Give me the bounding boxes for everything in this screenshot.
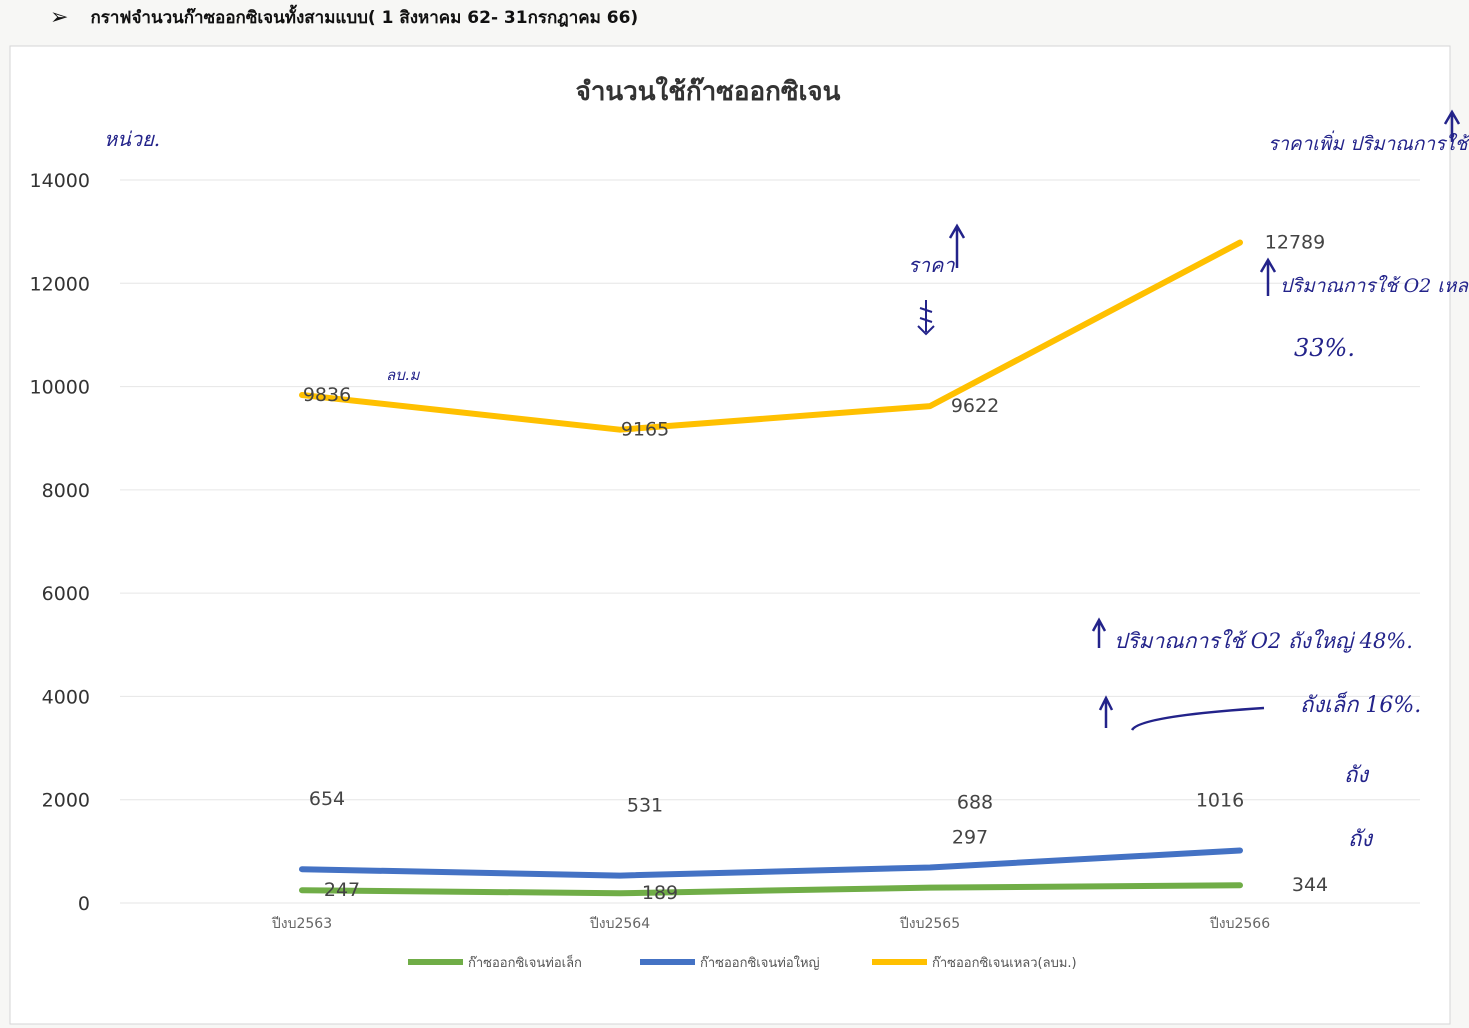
heading-text: กราฟจำนวนก๊าซออกซิเจนทั้งสามแบบ( 1 สิงหา… <box>90 7 639 28</box>
tank-annotation-small: ถัง <box>1348 827 1374 852</box>
gridlines <box>120 179 1420 904</box>
x-tick-label: ปีงบ2565 <box>899 916 960 932</box>
y-tick-label: 0 <box>78 893 90 915</box>
series-lines <box>299 239 1243 897</box>
data-label: 688 <box>957 791 993 813</box>
down-arrow-icon <box>917 300 935 336</box>
y-tick-label: 4000 <box>42 686 90 708</box>
legend-label: ก๊าซออกซิเจนเหลว(ลบม.) <box>932 956 1077 971</box>
x-tick-label: ปีงบ2564 <box>589 916 650 932</box>
up-arrow-icon <box>1443 109 1461 142</box>
data-label: 9622 <box>951 395 999 417</box>
tank-annotation-large: ถัง <box>1344 763 1370 788</box>
arrowhead-bullet-icon: ➢ <box>50 4 69 30</box>
y-tick-label: 14000 <box>30 170 90 192</box>
x-tick-label: ปีงบ2566 <box>1209 916 1270 932</box>
data-label: 344 <box>1292 874 1328 896</box>
series-line <box>299 239 1243 433</box>
up-arrow-icon <box>1098 695 1114 728</box>
data-label: 531 <box>627 795 663 817</box>
series-line <box>299 847 1243 879</box>
up-arrow-icon <box>1091 617 1107 648</box>
y-tick-label: 2000 <box>42 790 90 812</box>
data-label: 9165 <box>621 419 669 441</box>
x-axis-ticks: ปีงบ2563 ปีงบ2564 ปีงบ2565 ปีงบ2566 <box>271 916 1270 932</box>
data-label: 189 <box>642 882 678 904</box>
large-tank-increase-annotation: ปริมาณการใช้ O2 ถังใหญ่ 48%. <box>1114 629 1413 653</box>
y-axis-ticks: 0 2000 4000 6000 8000 10000 12000 14000 <box>30 170 90 915</box>
y-tick-label: 10000 <box>30 377 90 399</box>
y-tick-label: 12000 <box>30 273 90 295</box>
x-tick-label: ปีงบ2563 <box>271 916 332 932</box>
page-heading: ➢ กราฟจำนวนก๊าซออกซิเจนทั้งสามแบบ( 1 สิง… <box>50 0 638 34</box>
unit-annotation: หน่วย. <box>104 127 160 151</box>
series-line <box>299 882 1243 897</box>
underline-stroke <box>1130 706 1265 731</box>
data-label: 247 <box>324 879 360 901</box>
data-label: 1016 <box>1196 790 1244 812</box>
cbm-annotation: ลบ.ม <box>386 366 420 384</box>
legend-label: ก๊าซออกซิเจนท่อเล็ก <box>468 953 582 971</box>
data-label: 12789 <box>1265 232 1325 254</box>
data-label: 297 <box>952 827 988 849</box>
liquid-increase-annotation: ปริมาณการใช้ O2 เหลว <box>1280 274 1469 297</box>
chart-title: จำนวนใช้ก๊าซออกซิเจน <box>576 76 841 107</box>
data-labels: 247 189 297 344 654 531 688 1016 9836 9165 9622 127… <box>303 232 1328 905</box>
y-tick-label: 8000 <box>42 480 90 502</box>
up-arrow-icon <box>948 223 966 268</box>
liquid-percent-annotation: 33%. <box>1294 334 1355 362</box>
data-label: 654 <box>309 788 345 810</box>
handwritten-annotations: หน่วย. ลบ.ม ราคา ราคาเพิ่ม ปริมาณการใช้ … <box>104 109 1469 852</box>
chart-legend: ก๊าซออกซิเจนท่อเล็ก ก๊าซออกซิเจนท่อใหญ่ ก๊… <box>408 953 1077 971</box>
chart-area <box>9 45 1451 1025</box>
small-tank-increase-annotation: ถังเล็ก 16%. <box>1300 691 1421 718</box>
legend-label: ก๊าซออกซิเจนท่อใหญ่ <box>700 955 820 971</box>
y-tick-label: 6000 <box>42 583 90 605</box>
data-label: 9836 <box>303 384 351 406</box>
price-annotation: ราคา <box>908 253 955 277</box>
top-right-annotation: ราคาเพิ่ม ปริมาณการใช้ <box>1268 130 1469 155</box>
up-arrow-icon <box>1259 257 1277 296</box>
